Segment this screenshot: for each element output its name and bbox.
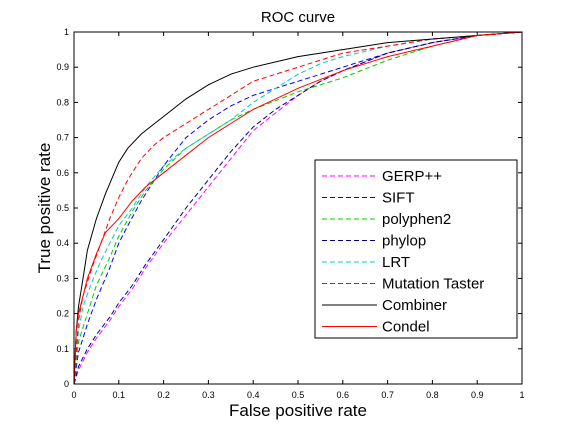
x-tick-label: 1 bbox=[519, 390, 524, 400]
y-axis-label: True positive rate bbox=[35, 143, 54, 274]
legend-label: phylop bbox=[382, 233, 426, 250]
legend-label: Condel bbox=[382, 319, 430, 336]
legend-label: LRT bbox=[382, 254, 410, 271]
legend-box bbox=[314, 159, 518, 339]
y-tick-label: 0.9 bbox=[56, 62, 69, 72]
chart-title: ROC curve bbox=[261, 9, 335, 26]
x-tick-label: 0.2 bbox=[157, 390, 170, 400]
series-layer bbox=[73, 31, 523, 385]
legend-label: Combiner bbox=[382, 297, 447, 314]
y-tick-label: 0 bbox=[64, 379, 69, 389]
y-tick-label: 0.8 bbox=[56, 97, 69, 107]
legend-label: polyphen2 bbox=[382, 211, 451, 228]
y-tick-label: 0.1 bbox=[56, 344, 69, 354]
x-tick-label: 0.3 bbox=[202, 390, 215, 400]
y-tick-label: 0.4 bbox=[56, 238, 69, 248]
y-tick-label: 0.6 bbox=[56, 168, 69, 178]
legend: GERP++ SIFT polyphen2 phylop LRT Mutation Tas… bbox=[314, 159, 518, 339]
x-tick-label: 0.1 bbox=[113, 390, 126, 400]
legend-label: Mutation Taster bbox=[382, 276, 484, 293]
series-line-polyphen2 bbox=[73, 31, 523, 385]
x-tick-label: 0.7 bbox=[381, 390, 394, 400]
y-tick-label: 0.5 bbox=[56, 203, 69, 213]
x-tick-label: 0.9 bbox=[471, 390, 484, 400]
y-tick-label: 0.7 bbox=[56, 133, 69, 143]
y-tick-label: 0.3 bbox=[56, 273, 69, 283]
series-line-gerp bbox=[73, 31, 523, 385]
y-tick-label: 0.2 bbox=[56, 309, 69, 319]
x-axis-label: False positive rate bbox=[229, 401, 367, 420]
legend-label: GERP++ bbox=[382, 168, 442, 185]
x-tick-label: 0.6 bbox=[337, 390, 350, 400]
x-tick-label: 0.4 bbox=[247, 390, 260, 400]
x-tick-label: 0 bbox=[71, 390, 76, 400]
legend-label: SIFT bbox=[382, 190, 415, 207]
x-tick-label: 0.8 bbox=[426, 390, 439, 400]
series-line-combiner bbox=[73, 31, 523, 385]
series-line-lrt bbox=[73, 31, 523, 385]
y-tick-label: 1 bbox=[64, 27, 69, 37]
series-line-condel bbox=[73, 31, 523, 385]
series-line-mutation-taster bbox=[73, 31, 523, 385]
plot-area-frame bbox=[73, 31, 523, 385]
x-tick-label: 0.5 bbox=[292, 390, 305, 400]
